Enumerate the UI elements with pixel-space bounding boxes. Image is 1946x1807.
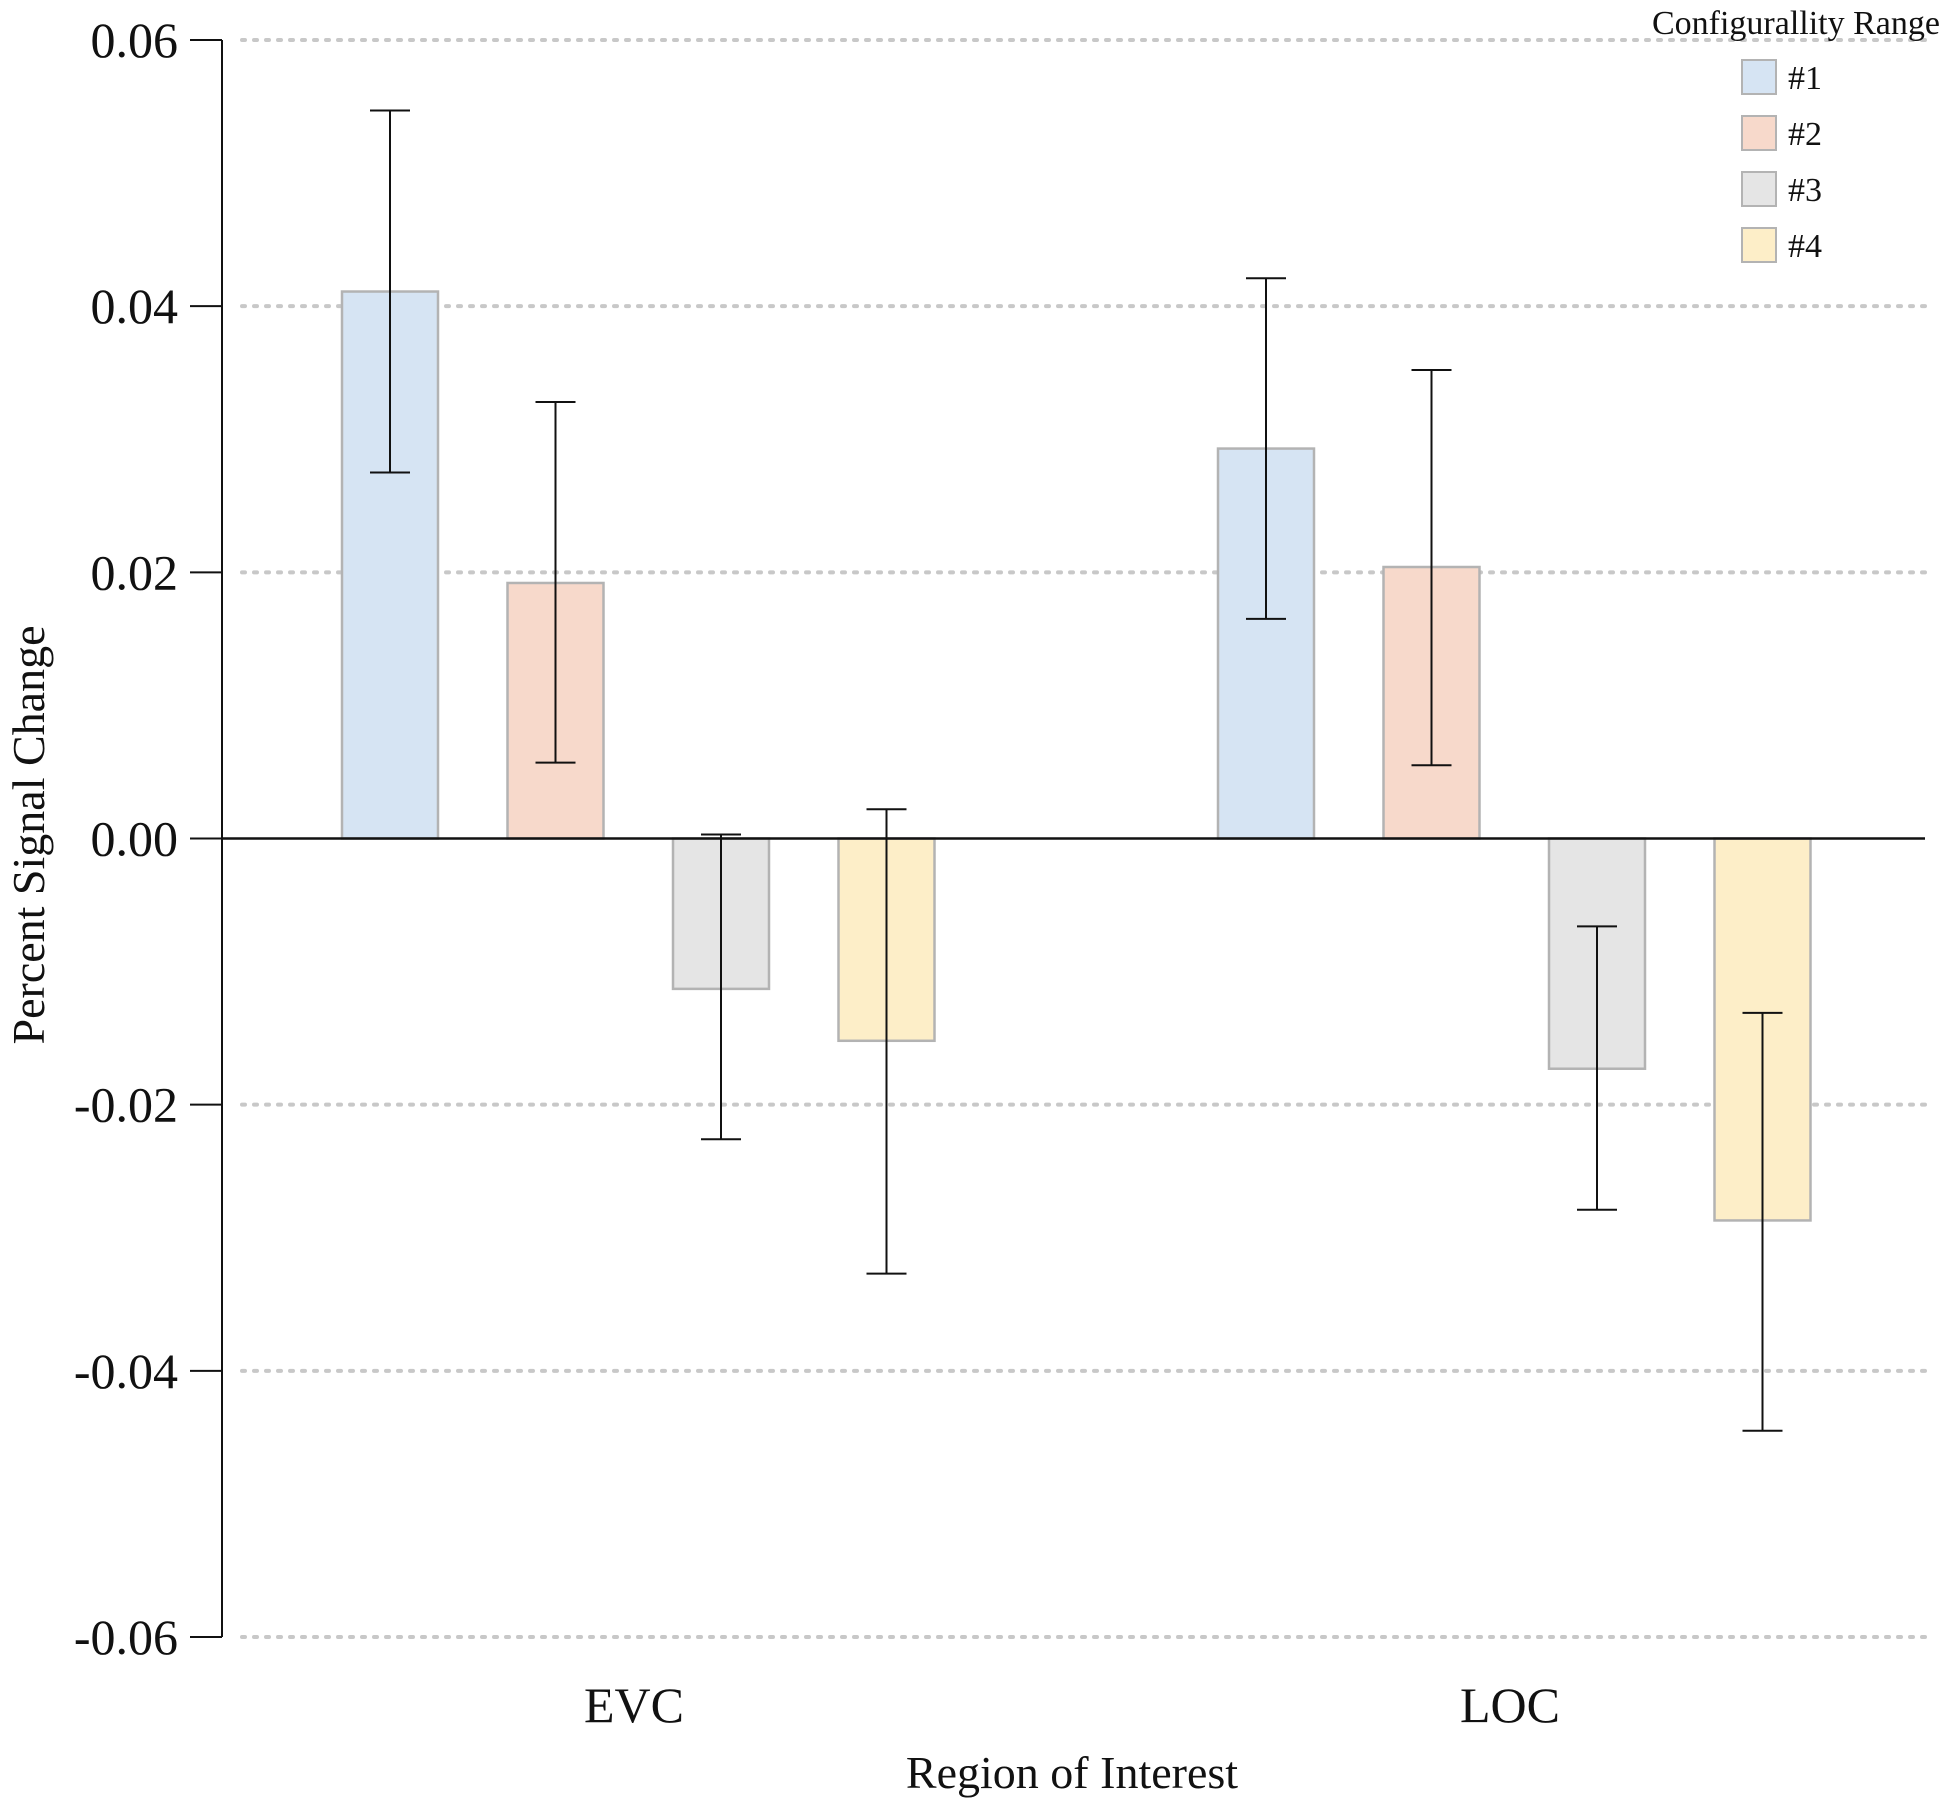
legend-label: #2 (1788, 116, 1822, 153)
y-tick-label: 0.06 (91, 12, 179, 68)
x-axis-title: Region of Interest (906, 1747, 1238, 1798)
y-tick-label: -0.06 (74, 1609, 178, 1665)
x-category-labels: EVC LOC (584, 1677, 1560, 1733)
y-tick-label: 0.00 (91, 811, 179, 867)
legend-swatch (1741, 115, 1777, 151)
legend-title: Configurallity Range (1652, 5, 1940, 42)
gridlines (240, 38, 1927, 1639)
category-label: LOC (1460, 1677, 1560, 1733)
legend-label: #4 (1788, 228, 1822, 265)
legend-swatch (1741, 171, 1777, 207)
legend-label: #1 (1788, 60, 1822, 97)
error-bars (370, 109, 1783, 1432)
legend-label: #3 (1788, 172, 1822, 209)
y-tick-label: -0.04 (74, 1343, 178, 1399)
category-label: EVC (584, 1677, 684, 1733)
y-tick-labels: 0.06 0.04 0.02 0.00 -0.02 -0.04 -0.06 (74, 12, 178, 1665)
axes (190, 39, 1925, 1638)
bars (340, 290, 1812, 1222)
legend-swatch (1741, 227, 1777, 263)
legend-swatch (1741, 59, 1777, 95)
y-axis-title: Percent Signal Change (3, 625, 54, 1044)
y-tick-label: -0.02 (74, 1077, 178, 1133)
y-tick-label: 0.04 (91, 278, 179, 334)
legend: Configurallity Range #1 #2 #3 #4 (1652, 5, 1940, 265)
y-tick-label: 0.02 (91, 544, 179, 600)
